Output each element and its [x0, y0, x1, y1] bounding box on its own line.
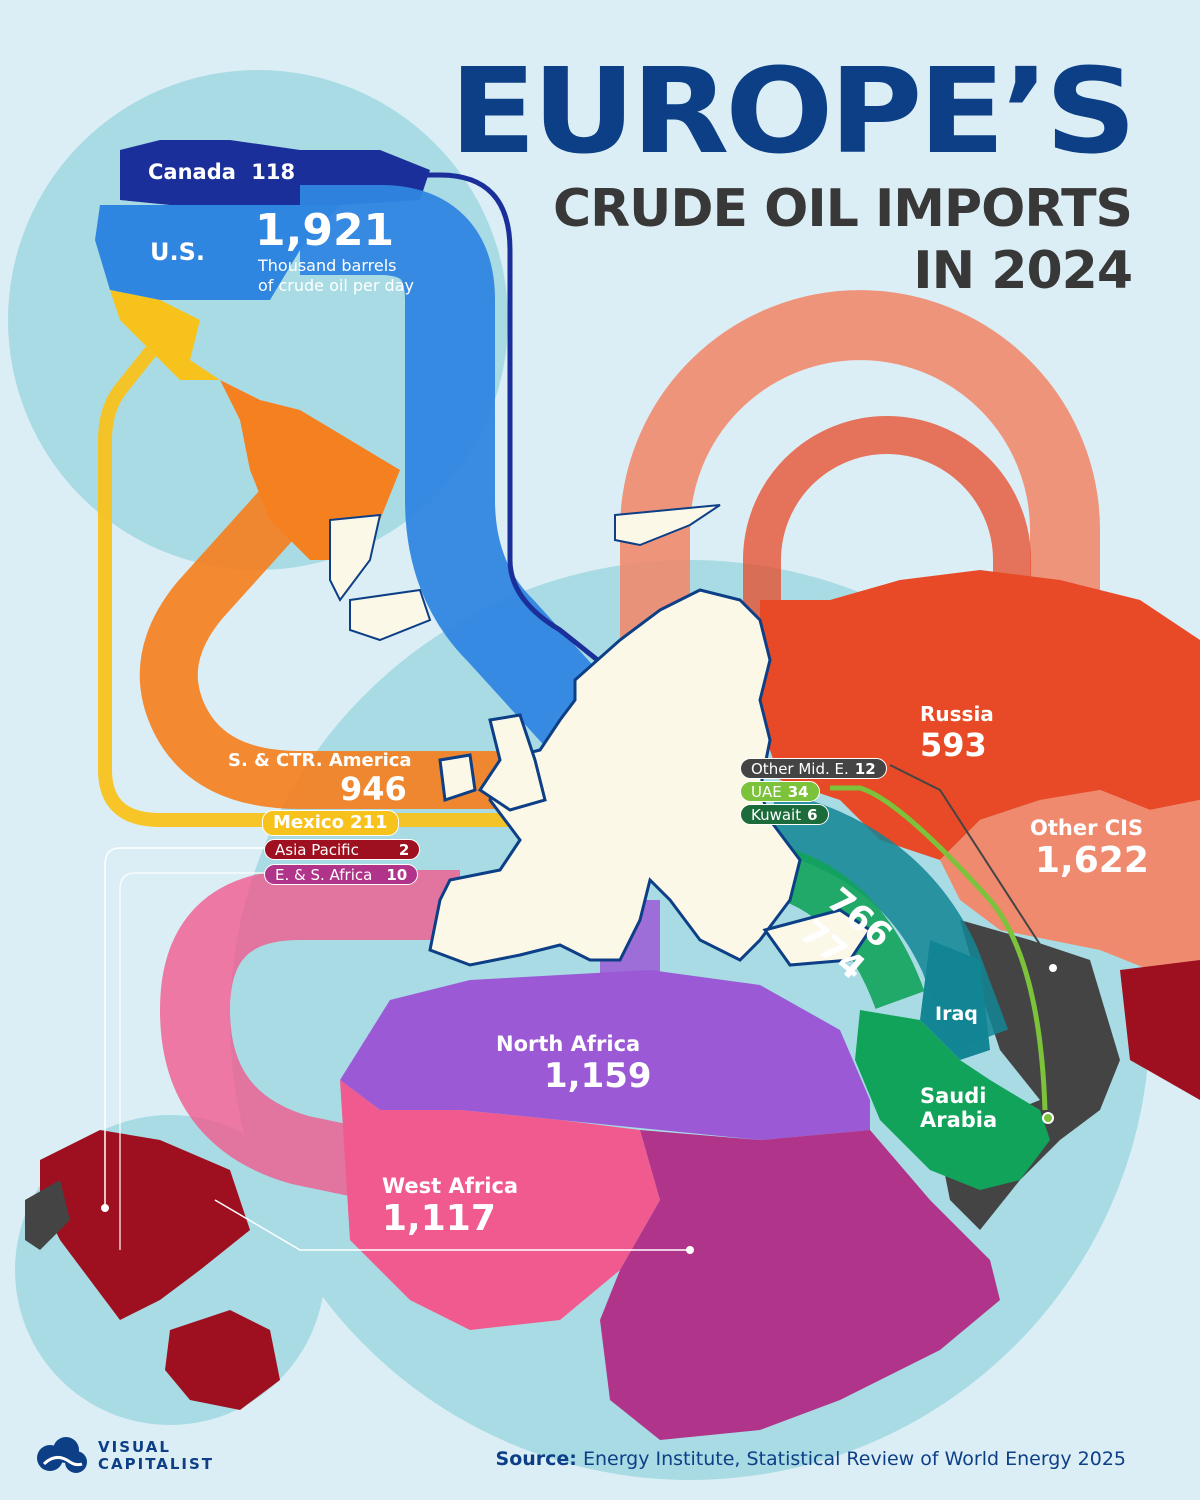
source-text: Energy Institute, Statistical Review of … — [582, 1448, 1126, 1470]
mexico-pill: Mexico 211 — [262, 810, 399, 836]
logo-text: VISUAL CAPITALIST — [98, 1438, 215, 1473]
russia-region — [760, 570, 1200, 860]
us-region — [95, 205, 340, 300]
flow-asia-pacific — [104, 847, 265, 1205]
canada-label: Canada 118 — [148, 160, 296, 184]
other-mid-e-pill: Other Mid. E. 12 — [740, 758, 887, 779]
asia-pacific-land — [40, 1130, 250, 1320]
flow-e-s-africa — [119, 872, 265, 1250]
us-label: U.S. — [150, 238, 206, 266]
turkey-shape — [762, 908, 873, 967]
west-africa-label: West Africa — [382, 1174, 519, 1198]
canada-value: 118 — [251, 160, 296, 184]
e-s-africa-pill: E. & S. Africa 10 — [264, 864, 419, 885]
west-africa-pointer-dot — [686, 1246, 694, 1254]
e-s-africa-region — [600, 1130, 1000, 1440]
svalbard-shape — [614, 504, 721, 547]
flow-uae — [830, 785, 1048, 1111]
flow-west-africa — [159, 870, 460, 1210]
west-africa-value: 1,117 — [382, 1198, 496, 1239]
flow-mexico — [98, 335, 560, 827]
other-cis-value: 1,622 — [1035, 840, 1149, 881]
asia-dark-land — [25, 1180, 70, 1250]
north-africa-value: 1,159 — [544, 1056, 652, 1096]
asia-pacific-pill: Asia Pacific 2 — [264, 839, 421, 860]
flow-russia — [743, 416, 1031, 760]
mexico-region — [110, 290, 220, 380]
s-ctr-america-value: 946 — [340, 770, 407, 808]
page-subtitle: CRUDE OIL IMPORTS IN 2024 — [552, 178, 1133, 302]
greenland-shape — [349, 588, 432, 642]
subtitle-line-3: IN 2024 — [913, 241, 1133, 301]
source-note: Source: Energy Institute, Statistical Re… — [496, 1448, 1126, 1470]
saudi-arabia-label: Saudi Arabia — [920, 1084, 998, 1132]
europe-region — [428, 588, 802, 967]
logo-icon — [37, 1437, 87, 1473]
ireland-shape — [438, 753, 477, 803]
north-africa-region — [340, 970, 870, 1140]
us-value: 1,921 — [255, 205, 395, 256]
iceland-shape — [329, 513, 382, 602]
uae-pointer-dot — [1042, 1112, 1054, 1124]
flow-canada — [300, 172, 612, 672]
flow-west-africa-pointer — [214, 1199, 690, 1251]
kuwait-pill: Kuwait 6 — [740, 804, 829, 825]
other-cis-label: Other CIS — [1030, 816, 1144, 840]
uk-shape — [477, 713, 547, 812]
source-label: Source: — [495, 1448, 577, 1470]
other-mid-e-pointer-dot — [1049, 964, 1057, 972]
russia-label: Russia — [920, 702, 994, 726]
flow-s-ctr-america — [139, 480, 560, 809]
flow-iraq — [762, 790, 1009, 1051]
s-ctr-america-label: S. & CTR. America — [228, 750, 412, 771]
unit-note: Thousand barrels of crude oil per day — [258, 256, 414, 295]
subtitle-line-2: CRUDE OIL IMPORTS — [552, 179, 1133, 239]
north-africa-label: North Africa — [496, 1032, 641, 1056]
australia-land — [165, 1310, 280, 1410]
saudi-arabia-region — [855, 1010, 1050, 1190]
visual-capitalist-logo: VISUAL CAPITALIST — [36, 1436, 214, 1476]
asia-pacific-pointer-dot — [101, 1204, 109, 1212]
flow-other-mid-e — [889, 764, 1051, 961]
asia-pacific-region-west — [1120, 960, 1200, 1100]
russia-value: 593 — [920, 726, 987, 764]
page-title: EUROPE’S — [448, 42, 1136, 180]
uae-pill: UAE 34 — [740, 781, 820, 802]
flow-other-cis — [620, 290, 1100, 840]
s-ctr-america-region — [220, 380, 400, 560]
iraq-label: Iraq — [935, 1003, 978, 1025]
flow-us — [300, 185, 634, 771]
